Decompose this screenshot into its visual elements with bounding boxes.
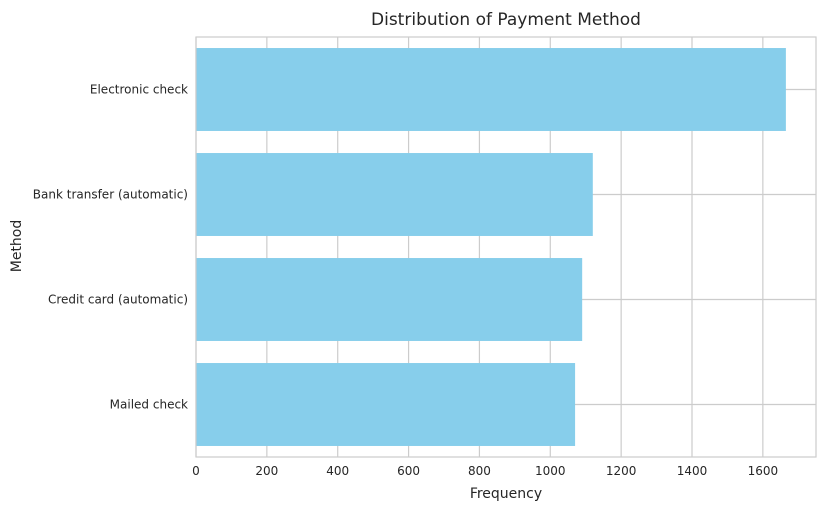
x-tick-label: 1400 [677, 464, 708, 478]
bar [196, 258, 583, 341]
x-tick-label: 0 [192, 464, 200, 478]
y-tick-label: Electronic check [90, 83, 188, 97]
x-tick-label: 1000 [535, 464, 566, 478]
x-axis-label: Frequency [470, 486, 542, 502]
x-tick-label: 400 [326, 464, 349, 478]
x-tick-label: 600 [397, 464, 420, 478]
x-tick-label: 200 [255, 464, 278, 478]
plot-frame [195, 36, 817, 458]
bar [196, 363, 576, 446]
y-tick-label: Mailed check [110, 398, 188, 412]
x-tick-label: 1600 [748, 464, 779, 478]
y-tick-label: Credit card (automatic) [48, 293, 188, 307]
x-tick-label: 800 [468, 464, 491, 478]
y-axis-label: Method [9, 220, 25, 273]
bar [196, 48, 786, 131]
y-axis-ticks: Electronic check Bank transfer (automatic… [33, 83, 188, 412]
x-axis-ticks: 0 200 400 600 800 1000 1200 1400 1600 [192, 464, 778, 478]
bar [196, 153, 593, 236]
x-tick-label: 1200 [606, 464, 637, 478]
bars [196, 48, 786, 446]
chart-title: Distribution of Payment Method [371, 10, 641, 30]
y-tick-label: Bank transfer (automatic) [33, 188, 188, 202]
